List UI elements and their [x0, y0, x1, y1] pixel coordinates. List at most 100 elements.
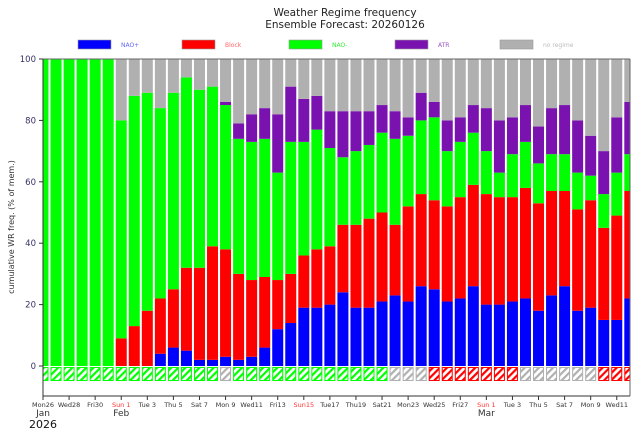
dominant-regime-cell-no-regime	[585, 367, 597, 381]
bar-segment-atr	[246, 114, 258, 142]
bar-segment-no-regime	[246, 59, 258, 115]
bar-segment-block	[272, 280, 284, 330]
dominant-regime-cell-nao	[43, 367, 49, 381]
dominant-regime-cell-nao	[363, 367, 375, 381]
bar-segment-nao	[441, 301, 453, 366]
bar-segment-nao	[533, 163, 545, 204]
x-tick-label: Mon26	[32, 401, 54, 409]
dominant-regime-cell-block	[493, 367, 505, 381]
bar-segment-no-regime	[415, 59, 427, 93]
dominant-regime-cell-nao	[167, 367, 179, 381]
bar-segment-nao	[376, 301, 388, 366]
bar-segment-nao	[480, 151, 492, 195]
dominant-regime-cell-nao	[89, 367, 101, 381]
bar-segment-block	[207, 246, 219, 360]
dominant-regime-cell-nao	[298, 367, 310, 381]
bar-segment-block	[454, 197, 466, 299]
bar-segment-atr	[311, 95, 323, 130]
bar-segment-nao	[233, 359, 245, 366]
x-tick-label: Fri30	[87, 401, 103, 409]
bar-segment-block	[193, 267, 205, 360]
bar-segment-atr	[546, 108, 558, 155]
legend: NAO+ Block NAO- ATR no regime	[77, 39, 574, 50]
bar-segment-nao	[611, 319, 623, 366]
bar-segment-atr	[559, 105, 571, 155]
bar-segment-nao	[493, 172, 505, 198]
bar-segment-nao	[154, 353, 166, 366]
bar-segment-nao	[480, 304, 492, 366]
dominant-regime-cell-nao	[193, 367, 205, 381]
bar-segment-nao	[454, 141, 466, 198]
bar-segment-nao	[624, 154, 630, 192]
bar-segment-block	[611, 215, 623, 320]
bar-segment-atr	[428, 101, 440, 118]
bar-segment-block	[506, 197, 518, 302]
dominant-regime-cell-nao	[337, 367, 349, 381]
bar-segment-nao	[363, 307, 375, 366]
bar-segment-block	[493, 197, 505, 305]
dominant-regime-cell-nao	[115, 367, 127, 381]
bar-segment-nao	[102, 59, 114, 366]
bar-segment-nao	[376, 132, 388, 213]
bar-segment-atr	[598, 151, 610, 195]
bar-segment-nao	[246, 141, 258, 281]
bar-segment-block	[285, 273, 297, 324]
bar-segment-atr	[285, 86, 297, 142]
bar-segment-nao	[441, 151, 453, 207]
bar-segment-nao	[207, 359, 219, 366]
bar-segment-nao	[311, 307, 323, 366]
bar-segment-block	[480, 194, 492, 305]
bar-segment-block	[585, 200, 597, 308]
bar-segment-nao	[598, 319, 610, 366]
bar-segment-nao	[233, 138, 245, 274]
bar-segment-nao	[154, 108, 166, 299]
bar-segment-nao	[415, 286, 427, 366]
bar-segment-nao	[506, 154, 518, 198]
legend-label-atr: ATR	[438, 42, 449, 49]
bar-segment-atr	[493, 120, 505, 173]
bar-segment-nao	[76, 59, 88, 366]
dominant-regime-cell-nao	[141, 367, 153, 381]
y-axis-ticks: 0 20 40 60 80 100	[20, 55, 43, 372]
dominant-regime-cell-nao	[259, 367, 271, 381]
x-tick-label: Tue 3	[138, 401, 156, 409]
x-tick-label: Sat 7	[191, 401, 208, 409]
bar-segment-block	[546, 191, 558, 296]
bar-segment-no-regime	[546, 59, 558, 109]
bar-segment-block	[389, 224, 401, 296]
dominant-regime-cell-block	[611, 367, 623, 381]
bar-segment-atr	[585, 135, 597, 176]
bar-segment-no-regime	[298, 59, 310, 99]
bar-segment-atr	[272, 114, 284, 173]
bar-segment-block	[572, 209, 584, 311]
bar-segment-atr	[389, 111, 401, 139]
bar-segment-no-regime	[389, 59, 401, 112]
bar-segment-atr	[572, 120, 584, 173]
bar-segment-block	[141, 310, 153, 366]
bar-segment-nao	[220, 356, 232, 366]
bar-segment-block	[233, 273, 245, 360]
bar-segment-nao	[285, 141, 297, 274]
x-tick-label: Mon 9	[581, 401, 601, 409]
bar-segment-nao	[259, 347, 271, 366]
month-labels: Jan Feb Mar	[35, 409, 495, 419]
dominant-regime-cell-nao	[233, 367, 245, 381]
bar-segment-block	[337, 224, 349, 293]
x-tick-label: Fri13	[270, 401, 286, 409]
bar-segment-no-regime	[272, 59, 284, 115]
bars	[43, 59, 630, 366]
bar-segment-no-regime	[519, 59, 531, 106]
legend-label-nao: NAO+	[121, 42, 139, 49]
bar-segment-nao	[467, 132, 479, 185]
dominant-regime-cell-nao	[76, 367, 88, 381]
legend-swatch-atr	[394, 39, 429, 50]
bar-segment-atr	[233, 123, 245, 139]
bar-segment-nao	[493, 304, 505, 366]
bar-segment-nao	[272, 172, 284, 281]
bar-segment-nao	[311, 129, 323, 250]
bar-segment-block	[324, 246, 336, 305]
bar-segment-nao	[428, 289, 440, 366]
bar-segment-no-regime	[220, 59, 232, 102]
bar-segment-nao	[128, 95, 140, 327]
dominant-regime-cell-no-regime	[519, 367, 531, 381]
